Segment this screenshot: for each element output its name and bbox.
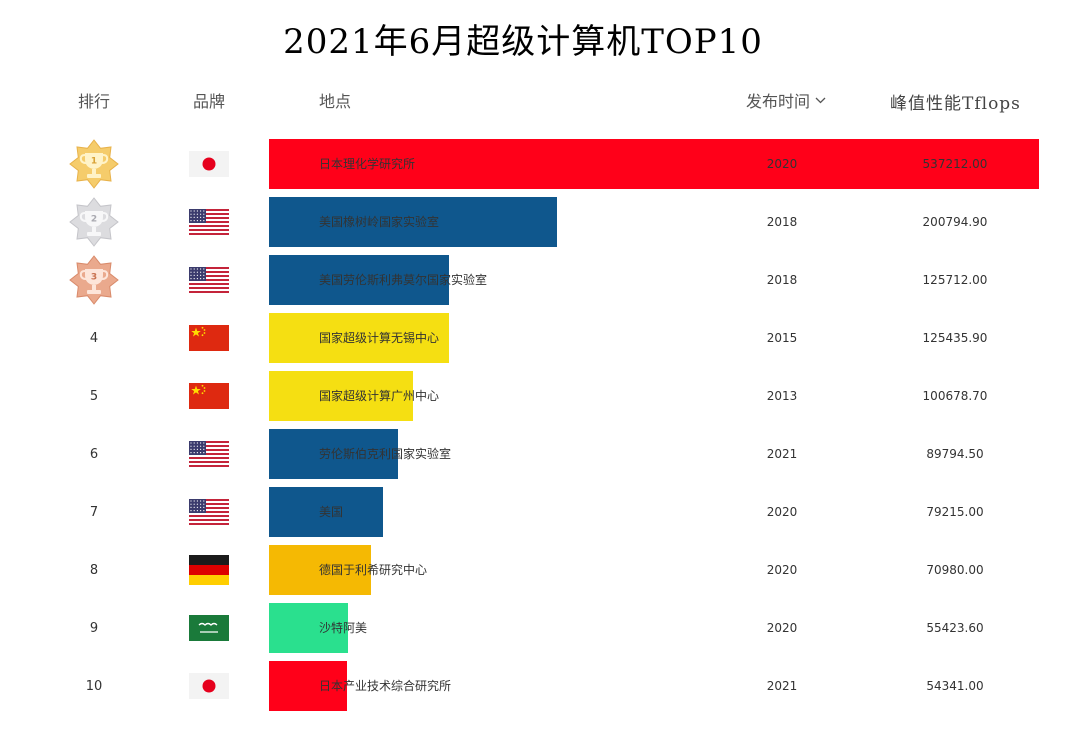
gold-trophy-icon: 1 (64, 139, 124, 189)
column-header-location: 地点 (319, 92, 352, 111)
table-row: 6 劳伦斯伯克利国家实验室 2021 89794.50 (0, 429, 1076, 479)
bar (269, 313, 449, 363)
column-header-date-label: 发布时间 (746, 92, 811, 111)
performance-label: 100678.70 (922, 389, 988, 403)
table-row: 1 日本理化学研究所 2020 537212.00 (0, 139, 1076, 189)
table-row: 10 日本产业技术综合研究所 2021 54341.00 (0, 661, 1076, 711)
year-label: 2021 (766, 679, 798, 693)
rank-label: 4 (89, 330, 99, 346)
year-label: 2020 (766, 505, 798, 519)
rank-label: 9 (89, 620, 99, 636)
location-label: 国家超级计算广州中心 (319, 389, 440, 403)
rank-label: 5 (89, 388, 99, 404)
usa-flag-icon (189, 267, 229, 293)
performance-label: 79215.00 (926, 505, 984, 519)
rank-label: 6 (89, 446, 99, 462)
table-row: 5 国家超级计算广州中心 2013 100678.70 (0, 371, 1076, 421)
location-label: 沙特阿美 (319, 621, 368, 635)
chevron-down-icon (815, 97, 826, 104)
bar (269, 139, 1039, 189)
performance-label: 54341.00 (926, 679, 984, 693)
usa-flag-icon (189, 441, 229, 467)
silver-trophy-icon: 2 (64, 197, 124, 247)
bar (269, 603, 348, 653)
bar (269, 487, 383, 537)
bar (269, 545, 371, 595)
year-label: 2018 (766, 273, 798, 287)
bronze-trophy-icon: 3 (64, 255, 124, 305)
location-label: 美国劳伦斯利弗莫尔国家实验室 (319, 273, 488, 287)
performance-label: 125712.00 (922, 273, 988, 287)
performance-label: 537212.00 (922, 157, 988, 171)
column-header-performance: 峰值性能Tflops (890, 94, 1021, 114)
svg-text:1: 1 (91, 157, 97, 167)
table-row: 8 德国于利希研究中心 2020 70980.00 (0, 545, 1076, 595)
year-label: 2015 (766, 331, 798, 345)
table-row: 7 美国 2020 79215.00 (0, 487, 1076, 537)
year-label: 2018 (766, 215, 798, 229)
rank-label: 7 (89, 504, 99, 520)
table-row: 9 沙特阿美 2020 55423.60 (0, 603, 1076, 653)
svg-text:3: 3 (91, 273, 97, 283)
performance-label: 200794.90 (922, 215, 988, 229)
year-label: 2013 (766, 389, 798, 403)
year-label: 2021 (766, 447, 798, 461)
column-header-rank: 排行 (78, 92, 111, 111)
china-flag-icon (189, 325, 229, 351)
location-label: 国家超级计算无锡中心 (319, 331, 440, 345)
year-label: 2020 (766, 563, 798, 577)
year-label: 2020 (766, 157, 798, 171)
chart-title: 2021年6月超级计算机TOP10 (283, 22, 763, 62)
location-label: 劳伦斯伯克利国家实验室 (319, 447, 452, 461)
location-label: 日本产业技术综合研究所 (319, 679, 452, 693)
table-row: 4 国家超级计算无锡中心 2015 125435.90 (0, 313, 1076, 363)
column-header-brand: 品牌 (193, 92, 226, 111)
rank-label: 10 (85, 678, 103, 694)
bar (269, 255, 449, 305)
table-row: 2 美国橡树岭国家实验室 2018 200794.90 (0, 197, 1076, 247)
location-label: 日本理化学研究所 (319, 157, 416, 171)
performance-label: 55423.60 (926, 621, 984, 635)
location-label: 美国 (319, 505, 344, 519)
rank-label: 8 (89, 562, 99, 578)
china-flag-icon (189, 383, 229, 409)
location-label: 德国于利希研究中心 (319, 563, 428, 577)
location-label: 美国橡树岭国家实验室 (319, 215, 440, 229)
performance-label: 89794.50 (926, 447, 984, 461)
performance-label: 125435.90 (922, 331, 988, 345)
bar (269, 429, 398, 479)
bar (269, 661, 347, 711)
table-row: 3 美国劳伦斯利弗莫尔国家实验室 2018 125712.00 (0, 255, 1076, 305)
column-header-date-sort[interactable]: 发布时间 (746, 88, 826, 112)
usa-flag-icon (189, 499, 229, 525)
germany-flag-icon (189, 555, 229, 585)
japan-flag-icon (189, 151, 229, 177)
svg-text:2: 2 (91, 215, 97, 225)
year-label: 2020 (766, 621, 798, 635)
bar (269, 371, 413, 421)
saudi-flag-icon (189, 615, 229, 641)
bar (269, 197, 557, 247)
performance-label: 70980.00 (926, 563, 984, 577)
japan-flag-icon (189, 673, 229, 699)
usa-flag-icon (189, 209, 229, 235)
